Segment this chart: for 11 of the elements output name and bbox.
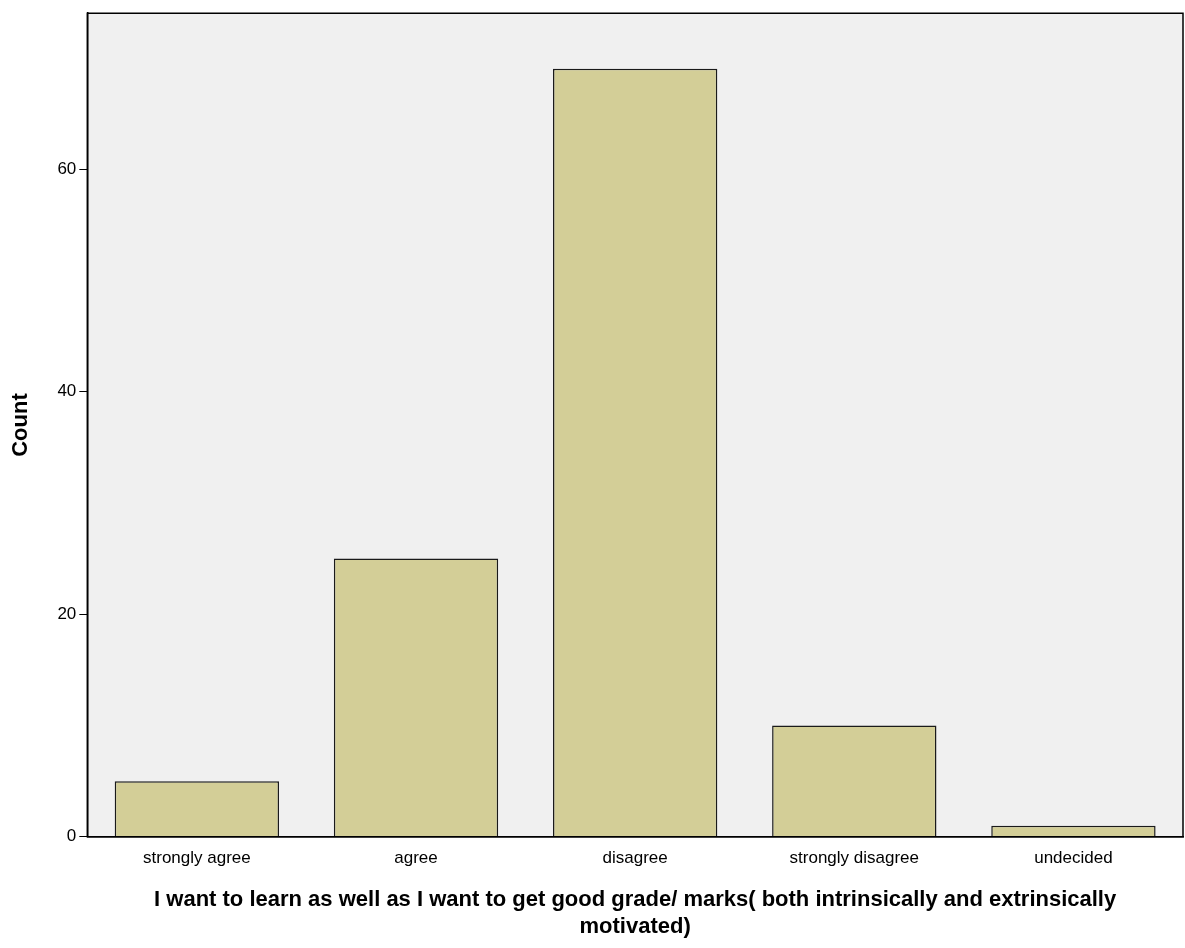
x-tick-label: agree	[394, 847, 438, 867]
x-tick-label: disagree	[602, 847, 668, 867]
y-tick-label: 20	[57, 603, 77, 623]
y-tick-label: 60	[57, 158, 77, 178]
x-tick-label: strongly agree	[143, 847, 251, 867]
x-axis-title: I want to learn as well as I want to get good grade/ marks( both intrinsically and extrinsically motivated)	[154, 886, 1117, 938]
y-tick-label: 0	[66, 826, 77, 846]
y-tick-label: 40	[57, 381, 77, 401]
x-tick-label: strongly disagree	[789, 847, 920, 867]
x-tick-label: undecided	[1034, 847, 1113, 867]
y-axis-title: Count	[7, 392, 33, 457]
